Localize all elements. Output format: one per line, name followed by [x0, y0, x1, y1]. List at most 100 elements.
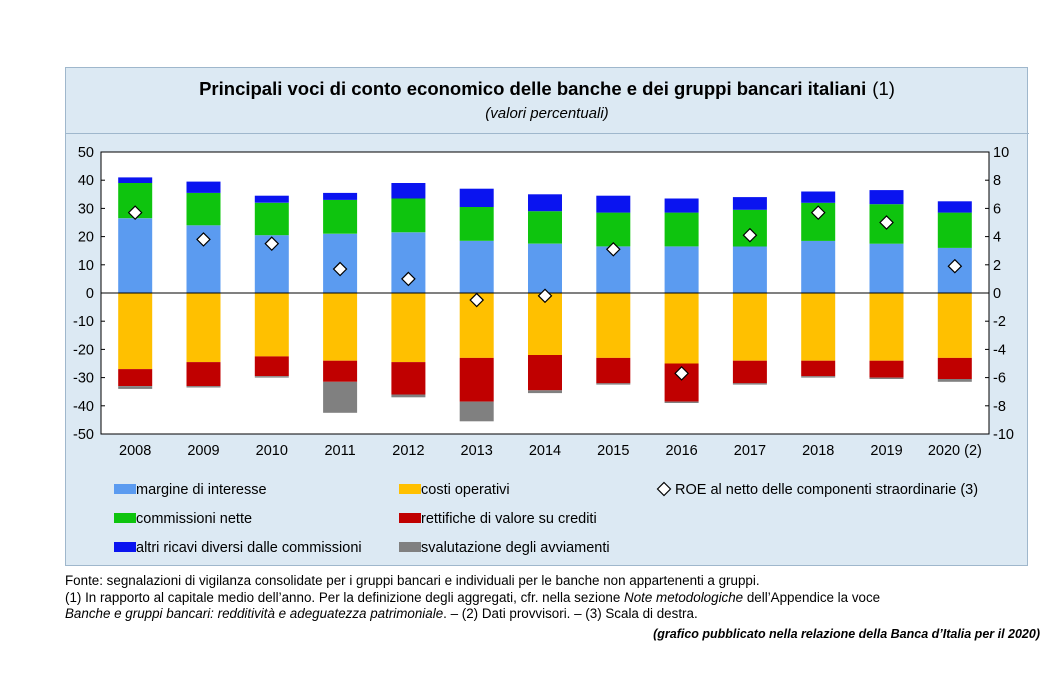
bar-altri-2008: [118, 177, 153, 183]
bar-svalutazione-2013: [459, 401, 494, 422]
x-tick-label: 2014: [529, 443, 561, 459]
right-tick-label: -6: [993, 371, 1006, 387]
right-tick-label: 4: [993, 230, 1001, 246]
legend-swatch-commissioni: [114, 513, 136, 523]
bar-costi-2014: [528, 293, 562, 355]
left-tick-label: 30: [78, 201, 94, 217]
roe-point-2017: [742, 227, 758, 243]
roe-layer: [127, 205, 963, 381]
x-tick-label: 2010: [256, 443, 288, 459]
left-tick-label: -10: [73, 314, 94, 330]
roe-point-2011: [332, 261, 348, 277]
bar-rettifiche-2017: [732, 360, 767, 384]
bar-rettifiche-2010: [254, 356, 289, 377]
left-tick-label: -50: [73, 427, 94, 443]
x-tick-label: 2015: [597, 443, 629, 459]
bar-margine-2013: [459, 240, 494, 293]
legend-label-svalutazione: svalutazione degli avviamenti: [421, 540, 610, 556]
chart-title: Principali voci di conto economico delle…: [199, 78, 895, 99]
bar-margine-2019: [869, 243, 904, 293]
right-tick-label: -4: [993, 342, 1006, 358]
bar-costi-2012: [391, 293, 426, 363]
bar-svalutazione-2020: [937, 379, 972, 382]
bar-rettifiche-2011: [323, 360, 358, 382]
left-tick-label: -40: [73, 399, 94, 415]
roe-point-2019: [879, 215, 894, 230]
right-tick-label: 6: [993, 201, 1001, 217]
bar-margine-2017: [732, 246, 767, 293]
bar-altri-2011: [323, 192, 358, 200]
bar-commissioni-2016: [664, 212, 699, 247]
roe-point-2013: [469, 292, 485, 308]
left-tick-label: -30: [73, 371, 94, 387]
bar-commissioni-2012: [391, 198, 426, 233]
right-tick-label: -8: [993, 399, 1006, 415]
roe-point-2009: [196, 232, 211, 247]
bar-altri-2019: [869, 190, 904, 205]
x-tick-label: 2009: [187, 443, 219, 459]
left-tick-label: 20: [78, 230, 94, 246]
roe-point-2016: [674, 366, 689, 381]
legend-swatch-svalutazione: [399, 542, 421, 552]
publication-credit: (grafico pubblicato nella relazione dell…: [653, 626, 1040, 641]
x-tick-label: 2017: [734, 443, 766, 459]
bar-margine-2018: [801, 240, 836, 293]
roe-point-2020: [947, 258, 963, 274]
bar-commissioni-2015: [596, 212, 631, 247]
legend-label-roe: ROE al netto delle componenti straordina…: [675, 482, 978, 498]
bar-svalutazione-2019: [869, 377, 904, 379]
legend-label-margine: margine di interesse: [136, 482, 267, 498]
legend-swatch-margine: [114, 484, 136, 494]
roe-point-2008: [127, 205, 143, 220]
x-tick-label: 2008: [119, 443, 151, 459]
bar-costi-2008: [118, 293, 153, 370]
right-tick-label: -10: [993, 427, 1014, 443]
right-tick-label: 10: [993, 145, 1009, 161]
bar-costi-2010: [254, 293, 289, 357]
legend-swatch-altri: [114, 542, 136, 552]
bar-rettifiche-2008: [118, 369, 153, 386]
axes-layer: 50403020100-10-20-30-40-501086420-2-4-6-…: [73, 145, 1014, 459]
roe-point-2012: [401, 271, 416, 287]
bar-costi-2011: [323, 293, 358, 361]
bar-altri-2015: [596, 195, 631, 213]
x-tick-label: 2018: [802, 443, 834, 459]
bar-costi-2015: [596, 293, 631, 358]
bar-svalutazione-2015: [596, 383, 631, 385]
bar-svalutazione-2011: [323, 381, 358, 413]
right-tick-label: -2: [993, 314, 1006, 330]
bar-commissioni-2020: [937, 212, 972, 248]
bar-rettifiche-2019: [869, 360, 904, 378]
right-tick-label: 2: [993, 258, 1001, 274]
bar-commissioni-2011: [323, 199, 358, 234]
roe-point-2014: [537, 288, 553, 304]
chart: Principali voci di conto economico delle…: [66, 78, 1029, 556]
left-tick-label: 0: [86, 286, 94, 302]
legend-label-rettifiche: rettifiche di valore su crediti: [421, 511, 597, 527]
legend: margine di interesse commissioni nette alt…: [114, 481, 978, 556]
bar-svalutazione-2014: [528, 390, 562, 394]
legend-swatch-rettifiche: [399, 513, 421, 523]
bar-rettifiche-2013: [459, 357, 494, 402]
x-tick-label: 2016: [665, 443, 697, 459]
bar-commissioni-2013: [459, 207, 494, 241]
bar-svalutazione-2010: [254, 376, 289, 378]
chart-subtitle: (valori percentuali): [485, 105, 608, 122]
footnotes: Fonte: segnalazioni di vigilanza consoli…: [65, 573, 1040, 642]
bar-costi-2020: [937, 293, 972, 358]
bar-margine-2016: [664, 246, 699, 293]
bar-svalutazione-2018: [801, 376, 836, 378]
bar-rettifiche-2012: [391, 362, 426, 395]
right-tick-label: 8: [993, 173, 1001, 189]
x-tick-label: 2019: [870, 443, 902, 459]
bar-costi-2017: [732, 293, 767, 361]
bar-altri-2013: [459, 188, 494, 207]
bar-altri-2018: [801, 191, 836, 203]
left-tick-label: 40: [78, 173, 94, 189]
chart-panel: Principali voci di conto economico delle…: [65, 67, 1029, 566]
legend-label-altri: altri ricavi diversi dalle commissioni: [136, 540, 362, 556]
bar-commissioni-2014: [528, 211, 562, 244]
bar-altri-2016: [664, 198, 699, 213]
bar-altri-2017: [732, 197, 767, 210]
legend-swatch-costi: [399, 484, 421, 494]
